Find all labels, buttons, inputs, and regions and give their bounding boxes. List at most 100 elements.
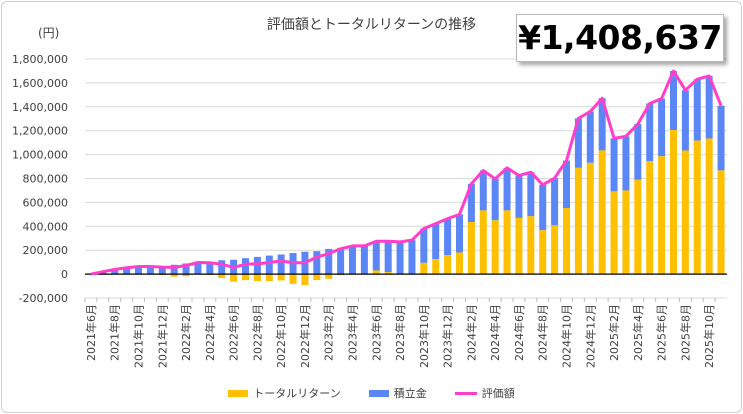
bar-contribution xyxy=(717,105,725,171)
bar-return xyxy=(693,140,701,275)
bar-return xyxy=(681,150,689,275)
y-tick-label: 400,000 xyxy=(23,220,69,233)
y-tick-label: 1,000,000 xyxy=(12,149,68,162)
legend-swatch-contribution xyxy=(368,389,389,397)
legend-item-return: トータルリターン xyxy=(228,385,341,401)
x-tick-label: 2024年4月 xyxy=(488,304,502,361)
bar-return xyxy=(170,274,178,277)
y-tick-label: -200,000 xyxy=(19,292,68,305)
bar-contribution xyxy=(622,136,630,191)
bar-contribution xyxy=(313,251,321,275)
bar-return xyxy=(670,129,677,275)
bar-return xyxy=(444,255,452,275)
bar-contribution xyxy=(574,118,582,168)
x-tick-label: 2024年10月 xyxy=(560,304,574,368)
line-valuation xyxy=(90,69,723,276)
y-tick-label: 800,000 xyxy=(23,173,69,186)
legend-item-contribution: 積立金 xyxy=(368,385,427,401)
bar-contribution xyxy=(384,241,392,273)
bar-contribution xyxy=(158,266,166,275)
bar-contribution xyxy=(146,266,154,275)
bar-contribution xyxy=(456,214,463,253)
bar-contribution xyxy=(265,255,273,275)
bar-contribution xyxy=(123,267,131,275)
bar-contribution xyxy=(467,183,475,222)
bar-return xyxy=(182,274,190,277)
x-tick-label: 2022年2月 xyxy=(179,304,193,361)
bar-return xyxy=(515,217,523,275)
x-tick-label: 2024年2月 xyxy=(464,304,478,361)
bar-contribution xyxy=(253,256,261,275)
bar-contribution xyxy=(670,70,677,130)
y-axis-unit-label: (円) xyxy=(38,26,60,40)
bar-contribution xyxy=(646,103,654,162)
bar-return xyxy=(218,274,226,279)
bar-contribution xyxy=(681,90,689,151)
x-tick-label: 2023年12月 xyxy=(441,304,455,368)
bar-return xyxy=(658,156,666,275)
x-tick-label: 2023年4月 xyxy=(346,304,360,361)
bar-return xyxy=(551,225,559,275)
x-tick-label: 2022年4月 xyxy=(203,304,217,361)
x-tick-label: 2022年10月 xyxy=(274,304,288,368)
bar-contribution xyxy=(396,241,404,274)
bar-contribution xyxy=(479,170,487,211)
bar-return xyxy=(634,179,642,275)
chart-title: 評価額とトータルリターンの推移 xyxy=(266,17,477,33)
x-tick-label: 2021年6月 xyxy=(84,304,98,361)
bar-return xyxy=(622,190,630,275)
bar-return xyxy=(574,167,582,275)
bar-contribution xyxy=(206,261,214,275)
x-tick-label: 2021年8月 xyxy=(108,304,122,361)
bar-contribution xyxy=(194,262,202,275)
bar-return xyxy=(717,170,725,275)
x-tick-label: 2021年12月 xyxy=(155,304,169,368)
bar-contribution xyxy=(242,258,249,275)
bar-contribution xyxy=(551,178,559,226)
bar-return xyxy=(646,161,654,275)
bar-contribution xyxy=(135,266,142,275)
x-tick-label: 2025年4月 xyxy=(631,304,645,361)
y-tick-label: 1,200,000 xyxy=(12,125,68,138)
bar-return xyxy=(527,216,535,275)
bar-contribution xyxy=(503,167,511,211)
bar-return xyxy=(277,274,285,281)
x-tick-label: 2023年10月 xyxy=(417,304,431,368)
bar-contribution xyxy=(586,111,594,163)
bar-contribution xyxy=(515,175,523,218)
bar-contribution xyxy=(182,263,190,275)
bar-contribution xyxy=(610,138,618,192)
x-tick-label: 2024年12月 xyxy=(583,304,597,368)
bar-return xyxy=(313,274,321,281)
y-tick-label: 1,800,000 xyxy=(12,53,68,66)
x-tick-label: 2024年8月 xyxy=(536,304,550,361)
legend-label: トータルリターン xyxy=(253,387,341,400)
y-tick-label: 1,600,000 xyxy=(12,77,68,90)
bar-contribution xyxy=(360,245,368,275)
x-tick-label: 2023年6月 xyxy=(369,304,383,361)
bar-contribution xyxy=(693,79,701,141)
bar-return xyxy=(539,230,547,275)
bar-contribution xyxy=(539,184,547,231)
legend-swatch-valuation xyxy=(454,391,477,395)
bar-return xyxy=(598,150,606,275)
bar-return xyxy=(384,272,392,275)
bar-contribution xyxy=(705,75,713,139)
bar-contribution xyxy=(563,160,570,209)
bar-return xyxy=(503,210,511,275)
bar-contribution xyxy=(337,247,345,275)
legend-swatch-return xyxy=(228,389,249,397)
y-tick-label: 600,000 xyxy=(23,196,69,209)
bar-return xyxy=(456,252,463,275)
x-tick-label: 2023年8月 xyxy=(393,304,407,361)
bar-contribution xyxy=(325,248,333,275)
bar-contribution xyxy=(111,269,119,275)
y-tick-label: 0 xyxy=(61,268,68,281)
x-tick-label: 2022年12月 xyxy=(298,304,312,368)
legend-label: 積立金 xyxy=(393,387,427,400)
bar-return xyxy=(301,274,309,286)
bar-contribution xyxy=(218,260,226,275)
bar-contribution xyxy=(491,178,499,221)
bar-return xyxy=(289,274,297,284)
